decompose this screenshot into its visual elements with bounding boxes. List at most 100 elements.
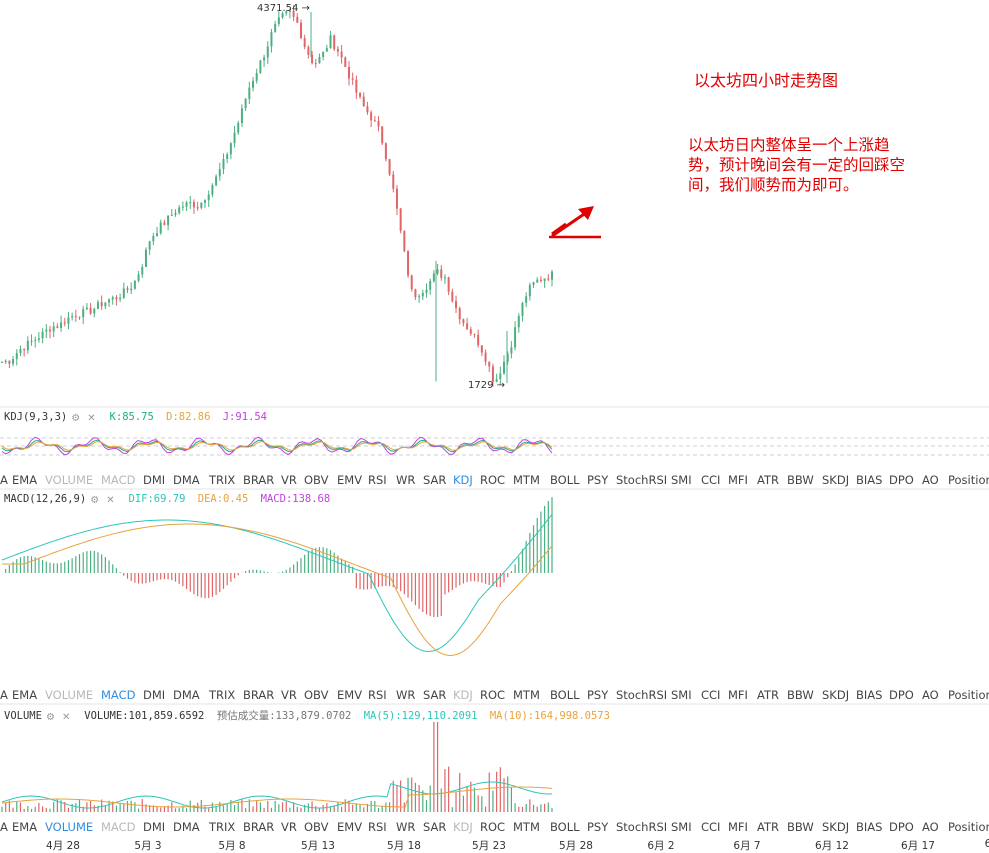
tab-wr[interactable]: WR <box>396 688 416 702</box>
tab-dmi[interactable]: DMI <box>143 473 166 487</box>
tab-emv[interactable]: EMV <box>337 820 363 834</box>
close-icon[interactable]: ✕ <box>106 495 115 506</box>
tab-mfi[interactable]: MFI <box>728 473 748 487</box>
close-icon[interactable]: ✕ <box>61 712 71 723</box>
candle-body <box>30 340 33 342</box>
tab-psy[interactable]: PSY <box>587 820 609 834</box>
close-icon[interactable]: ✕ <box>87 413 96 424</box>
tab-bias[interactable]: BIAS <box>856 820 883 834</box>
tab-position[interactable]: Position <box>948 688 989 702</box>
tab-mtm[interactable]: MTM <box>513 820 540 834</box>
date-tick: 6 <box>984 838 989 850</box>
tab-a[interactable]: A <box>0 473 8 487</box>
tab-atr[interactable]: ATR <box>757 473 779 487</box>
settings-icon[interactable]: ⚙ <box>90 495 100 506</box>
tab-dmi[interactable]: DMI <box>143 688 166 702</box>
tab-vr[interactable]: VR <box>281 688 297 702</box>
tab-sar[interactable]: SAR <box>423 820 447 834</box>
settings-icon[interactable]: ⚙ <box>45 712 55 723</box>
tab-macd[interactable]: MACD <box>101 688 136 702</box>
tab-ao[interactable]: AO <box>922 820 939 834</box>
tab-dpo[interactable]: DPO <box>889 688 914 702</box>
tab-mtm[interactable]: MTM <box>513 688 540 702</box>
tab-ema[interactable]: EMA <box>12 473 38 487</box>
tab-rsi[interactable]: RSI <box>368 820 387 834</box>
tab-skdj[interactable]: SKDJ <box>822 688 850 702</box>
tab-dma[interactable]: DMA <box>173 820 200 834</box>
tab-brar[interactable]: BRAR <box>243 820 275 834</box>
tab-bbw[interactable]: BBW <box>787 688 814 702</box>
tab-vr[interactable]: VR <box>281 820 297 834</box>
candle-body <box>226 154 229 159</box>
tab-wr[interactable]: WR <box>396 473 416 487</box>
tab-a[interactable]: A <box>0 688 8 702</box>
settings-icon[interactable]: ⚙ <box>71 413 81 424</box>
tab-position[interactable]: Position <box>948 820 989 834</box>
tab-ema[interactable]: EMA <box>12 820 38 834</box>
tab-kdj[interactable]: KDJ <box>453 688 473 702</box>
tab-sar[interactable]: SAR <box>423 688 447 702</box>
tab-smi[interactable]: SMI <box>671 473 692 487</box>
tab-vr[interactable]: VR <box>281 473 297 487</box>
tab-kdj[interactable]: KDJ <box>453 820 473 834</box>
tab-cci[interactable]: CCI <box>701 820 721 834</box>
tab-smi[interactable]: SMI <box>671 820 692 834</box>
tab-volume[interactable]: VOLUME <box>45 820 94 834</box>
tab-brar[interactable]: BRAR <box>243 688 275 702</box>
tab-stochrsi[interactable]: StochRSI <box>616 688 668 702</box>
tab-stochrsi[interactable]: StochRSI <box>616 473 668 487</box>
tab-boll[interactable]: BOLL <box>550 820 580 834</box>
tab-position[interactable]: Position <box>948 473 989 487</box>
tab-smi[interactable]: SMI <box>671 688 692 702</box>
tab-atr[interactable]: ATR <box>757 688 779 702</box>
tab-dpo[interactable]: DPO <box>889 473 914 487</box>
tab-bias[interactable]: BIAS <box>856 473 883 487</box>
tab-emv[interactable]: EMV <box>337 473 363 487</box>
tab-trix[interactable]: TRIX <box>209 473 236 487</box>
tab-obv[interactable]: OBV <box>304 473 329 487</box>
tab-rsi[interactable]: RSI <box>368 473 387 487</box>
tab-mtm[interactable]: MTM <box>513 473 540 487</box>
tab-wr[interactable]: WR <box>396 820 416 834</box>
tab-trix[interactable]: TRIX <box>209 688 236 702</box>
tab-obv[interactable]: OBV <box>304 820 329 834</box>
tab-sar[interactable]: SAR <box>423 473 447 487</box>
tab-mfi[interactable]: MFI <box>728 820 748 834</box>
tab-stochrsi[interactable]: StochRSI <box>616 820 668 834</box>
tab-roc[interactable]: ROC <box>480 473 506 487</box>
tab-boll[interactable]: BOLL <box>550 688 580 702</box>
tab-ao[interactable]: AO <box>922 473 939 487</box>
tab-boll[interactable]: BOLL <box>550 473 580 487</box>
tab-kdj[interactable]: KDJ <box>453 473 473 487</box>
tab-bias[interactable]: BIAS <box>856 688 883 702</box>
tab-roc[interactable]: ROC <box>480 688 506 702</box>
tab-bbw[interactable]: BBW <box>787 820 814 834</box>
tab-brar[interactable]: BRAR <box>243 473 275 487</box>
tab-ao[interactable]: AO <box>922 688 939 702</box>
tab-trix[interactable]: TRIX <box>209 820 236 834</box>
tab-dmi[interactable]: DMI <box>143 820 166 834</box>
tab-macd[interactable]: MACD <box>101 473 136 487</box>
tab-dpo[interactable]: DPO <box>889 820 914 834</box>
tab-macd[interactable]: MACD <box>101 820 136 834</box>
tab-ema[interactable]: EMA <box>12 688 38 702</box>
tab-mfi[interactable]: MFI <box>728 688 748 702</box>
tab-obv[interactable]: OBV <box>304 688 329 702</box>
tab-cci[interactable]: CCI <box>701 473 721 487</box>
tab-bbw[interactable]: BBW <box>787 473 814 487</box>
tab-volume[interactable]: VOLUME <box>45 688 94 702</box>
tab-emv[interactable]: EMV <box>337 688 363 702</box>
tab-volume[interactable]: VOLUME <box>45 473 94 487</box>
tab-rsi[interactable]: RSI <box>368 688 387 702</box>
tab-dma[interactable]: DMA <box>173 688 200 702</box>
tab-atr[interactable]: ATR <box>757 820 779 834</box>
tab-dma[interactable]: DMA <box>173 473 200 487</box>
tab-a[interactable]: A <box>0 820 8 834</box>
tab-skdj[interactable]: SKDJ <box>822 820 850 834</box>
tab-roc[interactable]: ROC <box>480 820 506 834</box>
tab-cci[interactable]: CCI <box>701 688 721 702</box>
tab-psy[interactable]: PSY <box>587 688 609 702</box>
tab-psy[interactable]: PSY <box>587 473 609 487</box>
tab-skdj[interactable]: SKDJ <box>822 473 850 487</box>
